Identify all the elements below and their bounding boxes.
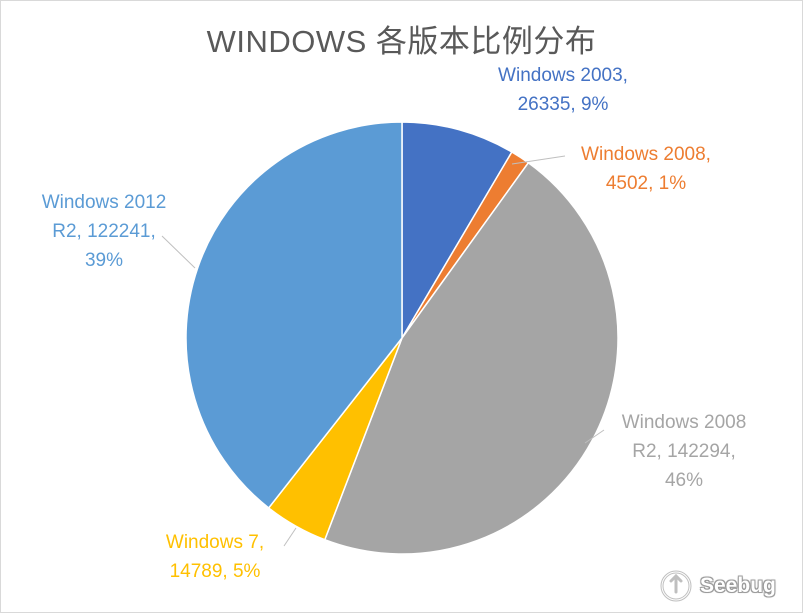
data-label-windows-2008: Windows 2008, 4502, 1%	[566, 140, 726, 198]
data-label-line: 46%	[664, 470, 704, 491]
data-label-line: Windows 7,	[165, 532, 265, 553]
pie-slice-windows-2008-r2	[323, 161, 619, 555]
data-label-windows-2008-r2: Windows 2008 R2, 142294, 46%	[604, 408, 764, 495]
leader-line-windows-2012-r2	[161, 235, 196, 269]
data-label-line: 4502, 1%	[605, 173, 687, 194]
data-label-line: 26335, 9%	[517, 94, 609, 115]
data-label-line: R2, 122241,	[52, 221, 156, 242]
seebug-logo-icon	[660, 570, 692, 602]
data-label-line: Windows 2008,	[581, 144, 711, 165]
data-label-windows-2003: Windows 2003, 26335, 9%	[468, 61, 658, 119]
leader-line-windows-2008	[511, 155, 566, 165]
leader-line-windows-2008-r2	[584, 429, 605, 444]
pie-slice-windows-2003	[401, 121, 513, 341]
seebug-watermark: Seebug	[656, 566, 776, 606]
data-label-line: Windows 2012	[41, 192, 167, 213]
data-label-line: Windows 2003,	[498, 65, 628, 86]
data-label-windows-7: Windows 7, 14789, 5%	[150, 528, 280, 586]
chart-title: WINDOWS 各版本比例分布	[206, 24, 597, 59]
pie-slice-windows-2012-r2	[185, 121, 403, 509]
data-label-line: 39%	[84, 250, 124, 271]
data-label-windows-2012-r2: Windows 2012 R2, 122241, 39%	[26, 188, 182, 275]
data-label-line: 14789, 5%	[169, 561, 261, 582]
data-label-line: R2, 142294,	[632, 441, 736, 462]
data-label-line: Windows 2008	[621, 412, 747, 433]
watermark-text: Seebug	[700, 574, 776, 597]
leader-line-windows-7	[283, 527, 297, 547]
